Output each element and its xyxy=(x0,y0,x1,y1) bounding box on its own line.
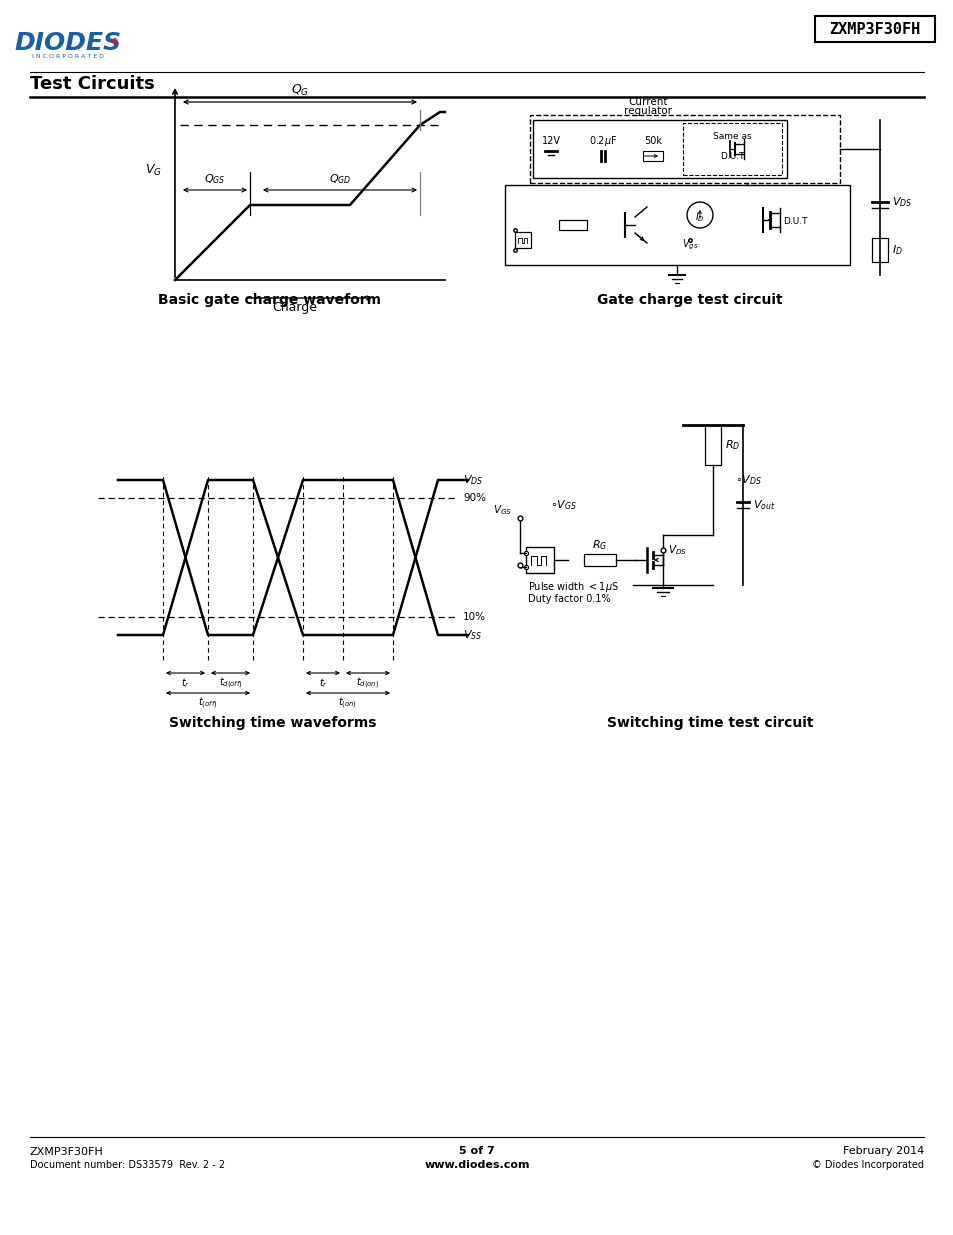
Text: $Q_G$: $Q_G$ xyxy=(291,83,309,98)
Text: ZXMP3F30FH: ZXMP3F30FH xyxy=(828,21,920,37)
Text: 90%: 90% xyxy=(462,493,485,503)
Text: $V_{DS}$: $V_{DS}$ xyxy=(462,473,483,487)
Text: Test Circuits: Test Circuits xyxy=(30,75,154,93)
Bar xyxy=(504,185,849,266)
Text: Pulse width $< 1\mu$S: Pulse width $< 1\mu$S xyxy=(527,580,618,594)
Text: Switching time waveforms: Switching time waveforms xyxy=(169,716,376,730)
Text: DIODES: DIODES xyxy=(14,31,121,56)
Text: $I_D$: $I_D$ xyxy=(891,243,902,257)
Text: 0.2$\mu$F: 0.2$\mu$F xyxy=(588,135,617,148)
Bar xyxy=(530,115,840,183)
Text: Basic gate charge waveform: Basic gate charge waveform xyxy=(158,293,381,308)
Text: 5 of 7: 5 of 7 xyxy=(458,1146,495,1156)
Text: 10%: 10% xyxy=(462,613,485,622)
Text: $R_G$: $R_G$ xyxy=(592,538,607,552)
Text: D.U.T: D.U.T xyxy=(782,217,806,226)
Text: Switching time test circuit: Switching time test circuit xyxy=(606,716,812,730)
Text: $\circ V_{DS}$: $\circ V_{DS}$ xyxy=(734,473,761,487)
Bar xyxy=(515,232,531,248)
Bar xyxy=(814,16,934,42)
Text: www.diodes.com: www.diodes.com xyxy=(424,1160,529,1170)
Bar xyxy=(682,124,781,175)
Text: $t_{(off)}$: $t_{(off)}$ xyxy=(198,695,217,710)
Text: $Q_{GD}$: $Q_{GD}$ xyxy=(329,172,351,186)
Text: regulator: regulator xyxy=(623,106,671,116)
Text: $I_D$: $I_D$ xyxy=(695,210,704,224)
Text: $t_r$: $t_r$ xyxy=(181,676,190,690)
Text: D.U.T: D.U.T xyxy=(720,152,744,162)
Text: 50k: 50k xyxy=(643,136,661,146)
Bar xyxy=(525,547,554,573)
Bar xyxy=(642,151,662,161)
Text: ®: ® xyxy=(111,38,119,47)
Text: Same as: Same as xyxy=(713,132,751,141)
Text: $V_{DS}$: $V_{DS}$ xyxy=(667,543,686,557)
Text: $Q_{GS}$: $Q_{GS}$ xyxy=(204,172,226,186)
Text: $V_G$: $V_G$ xyxy=(145,163,161,178)
Text: $\circ V_{GS}$: $\circ V_{GS}$ xyxy=(550,498,577,511)
Bar xyxy=(704,425,720,466)
Text: Gate charge test circuit: Gate charge test circuit xyxy=(597,293,782,308)
Bar xyxy=(583,555,616,566)
Text: ZXMP3F30FH: ZXMP3F30FH xyxy=(30,1147,104,1157)
Bar xyxy=(871,238,887,262)
Text: February 2014: February 2014 xyxy=(841,1146,923,1156)
Text: $t_{(on)}$: $t_{(on)}$ xyxy=(338,695,357,710)
Text: $V_{out}$: $V_{out}$ xyxy=(752,498,775,511)
Text: © Diodes Incorporated: © Diodes Incorporated xyxy=(811,1160,923,1170)
Text: $t_r$: $t_r$ xyxy=(318,676,327,690)
Text: $V_{DS}$: $V_{DS}$ xyxy=(891,195,911,209)
Text: Charge: Charge xyxy=(273,301,317,315)
Text: Current: Current xyxy=(627,98,667,107)
Text: $V_{gs}$: $V_{gs}$ xyxy=(681,237,698,252)
Bar xyxy=(533,120,786,178)
Bar xyxy=(558,220,586,230)
Text: Duty factor 0.1%: Duty factor 0.1% xyxy=(527,594,610,604)
Text: $t_{d(on)}$: $t_{d(on)}$ xyxy=(356,676,379,690)
Text: Document number: DS33579  Rev. 2 - 2: Document number: DS33579 Rev. 2 - 2 xyxy=(30,1160,225,1170)
Text: $V_{SS}$: $V_{SS}$ xyxy=(462,629,481,642)
Text: $R_D$: $R_D$ xyxy=(724,438,740,452)
Text: 12V: 12V xyxy=(541,136,560,146)
Text: $t_{d(off)}$: $t_{d(off)}$ xyxy=(218,676,242,690)
Text: $V_{GS}$: $V_{GS}$ xyxy=(493,503,512,517)
Text: I N C O R P O R A T E D: I N C O R P O R A T E D xyxy=(32,54,104,59)
